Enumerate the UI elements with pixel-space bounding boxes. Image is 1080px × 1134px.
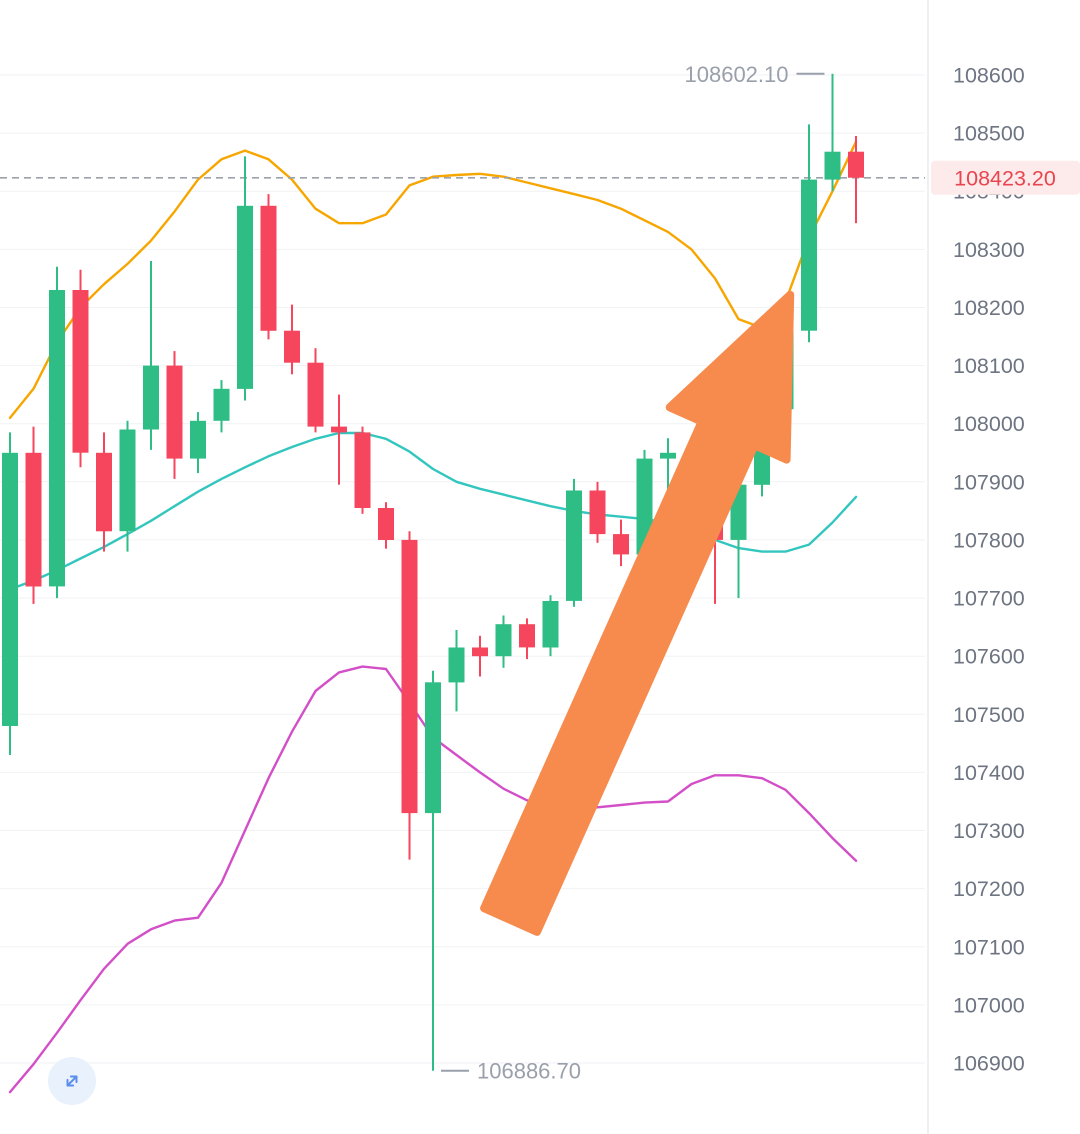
y-axis-tick: 106900	[953, 1052, 1025, 1076]
candle-body	[96, 452, 112, 532]
candles-group	[2, 73, 864, 1071]
candle-body	[307, 362, 324, 427]
candle-body	[72, 290, 89, 453]
candle-body	[166, 365, 183, 459]
trend-arrow	[480, 290, 795, 936]
y-axis-tick: 108600	[953, 64, 1025, 88]
candle-body	[213, 388, 230, 421]
y-axis-tick: 107300	[953, 819, 1025, 843]
candle-body	[613, 534, 629, 555]
y-axis-tick: 107700	[953, 587, 1025, 611]
y-axis-labels[interactable]: 1086001085001084001083001082001081001080…	[953, 64, 1025, 1076]
candle-body	[143, 365, 159, 430]
band-upper-line	[8, 140, 858, 420]
y-axis-tick: 107400	[953, 761, 1025, 785]
candle-body	[495, 624, 512, 657]
candle-body	[519, 624, 535, 648]
candle-body	[848, 151, 864, 178]
candle-body	[25, 452, 42, 587]
candle-body	[472, 647, 488, 657]
y-axis-tick: 107000	[953, 993, 1025, 1017]
candle-body	[190, 420, 206, 459]
low-price-label: 106886.70	[477, 1059, 581, 1084]
candle-body	[566, 490, 582, 601]
expand-button[interactable]	[48, 1057, 96, 1105]
candle-body	[401, 539, 418, 814]
candle-body	[284, 330, 300, 363]
y-axis-tick: 107900	[953, 470, 1025, 494]
candle-body	[2, 452, 18, 726]
y-axis-tick: 108100	[953, 354, 1025, 378]
candle-body	[331, 426, 347, 433]
candle-body	[801, 179, 817, 331]
candle-body	[542, 601, 559, 648]
candle-body	[237, 205, 253, 389]
y-axis-tick: 108500	[953, 122, 1025, 146]
candle-body	[589, 490, 606, 535]
candle-body	[448, 647, 465, 683]
y-axis-tick: 107500	[953, 703, 1025, 727]
y-axis-tick: 107100	[953, 935, 1025, 959]
y-axis-tick: 107800	[953, 528, 1025, 552]
y-axis-tick: 107600	[953, 645, 1025, 669]
grid-lines	[0, 74, 925, 1064]
candle-body	[260, 205, 277, 331]
candle-body	[49, 290, 65, 587]
current-price-badge	[931, 160, 1080, 195]
candle-body	[660, 452, 676, 459]
expand-icon	[66, 1075, 78, 1087]
candle-body	[354, 432, 371, 508]
candle-body	[636, 458, 653, 555]
y-axis-tick: 108200	[953, 296, 1025, 320]
y-axis-tick: 107200	[953, 877, 1025, 901]
current-price-value: 108423.20	[954, 166, 1056, 190]
candle-body	[824, 151, 841, 180]
candle-body	[119, 429, 136, 532]
high-price-label: 108602.10	[685, 62, 789, 87]
candle-body	[425, 682, 441, 814]
candle-body	[378, 508, 394, 540]
y-axis-tick: 108000	[953, 412, 1025, 436]
y-axis-tick: 108300	[953, 238, 1025, 262]
